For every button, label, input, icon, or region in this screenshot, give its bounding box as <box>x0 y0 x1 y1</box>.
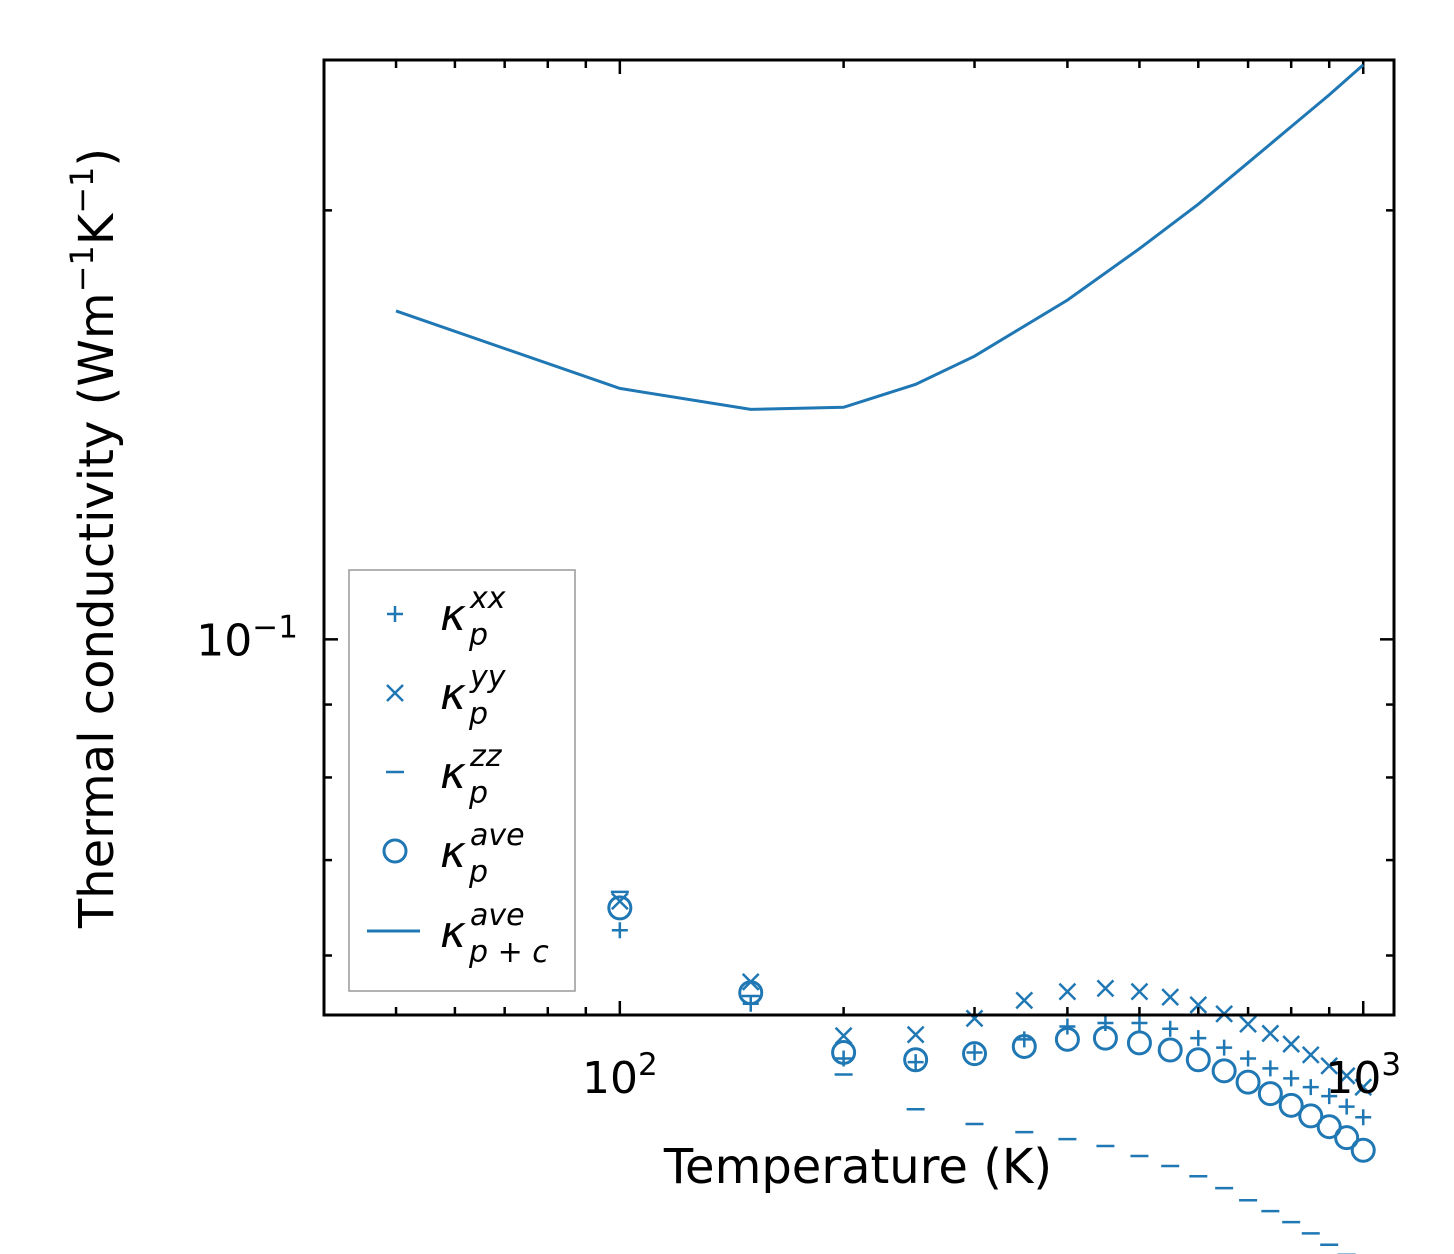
plus-marker <box>1216 1039 1233 1056</box>
legend-label-base: κ <box>440 669 466 720</box>
legend-label-base: κ <box>440 748 466 799</box>
tick-labels: 102 103 10−1 <box>196 609 1401 1104</box>
circle-marker <box>607 895 633 921</box>
circle-marker <box>1278 1092 1304 1118</box>
plus-marker <box>1355 1109 1372 1126</box>
legend-label-sup: xx <box>469 581 506 616</box>
x-marker <box>1320 1056 1339 1075</box>
circle-marker <box>1157 1037 1183 1063</box>
legend-item: κ xxp <box>387 581 506 653</box>
plus-marker <box>387 606 403 622</box>
x-marker <box>1337 1066 1356 1085</box>
plus-marker <box>1059 1018 1076 1035</box>
plus-marker <box>1240 1050 1257 1067</box>
x-marker <box>1058 982 1077 1001</box>
plus-marker <box>1338 1098 1355 1115</box>
plus-marker <box>611 922 628 939</box>
circle-marker <box>1298 1103 1324 1129</box>
y-tick-label: 10−1 <box>196 609 298 666</box>
plus-marker <box>1162 1020 1179 1037</box>
x-marker <box>1189 995 1208 1014</box>
legend-label-sub: p <box>468 855 488 890</box>
legend-label-sub: p <box>468 618 488 653</box>
circle-marker <box>1350 1137 1376 1163</box>
circle-marker <box>962 1041 988 1067</box>
plus-marker <box>1302 1079 1319 1096</box>
plus-marker <box>907 1054 924 1071</box>
plus-marker <box>1131 1015 1148 1031</box>
x-marker <box>906 1025 925 1044</box>
x-marker <box>1301 1045 1320 1064</box>
y-axis-title-suffix: ) <box>69 148 125 167</box>
circle-marker <box>382 838 408 864</box>
x-axis-title: Temperature (K) <box>663 1139 1052 1195</box>
y-axis-title-exp1: −1 <box>63 245 101 292</box>
x-marker <box>1161 988 1180 1006</box>
circle-marker <box>738 980 764 1006</box>
legend-label-sub: p + c <box>468 935 549 970</box>
legend-label-base: κ <box>440 590 466 641</box>
plus-marker <box>1262 1060 1279 1077</box>
series-line <box>395 63 1365 411</box>
legend-label-base: κ <box>440 827 466 878</box>
circle-marker <box>1211 1058 1237 1084</box>
legend-item: κ yyp <box>386 660 507 732</box>
plus-marker <box>966 1044 983 1061</box>
legend-item: κ zzp <box>386 739 503 811</box>
x-tick-label: 102 <box>582 1047 658 1104</box>
legend-label-sup: yy <box>469 660 507 695</box>
plus-marker <box>1321 1088 1338 1105</box>
x-marker <box>1130 982 1149 1001</box>
plus-marker <box>1016 1031 1033 1048</box>
y-axis-title: Thermal conductivity (Wm−1K−1) <box>63 148 125 929</box>
legend-label-sub: p <box>468 697 488 732</box>
x-marker <box>834 1026 853 1045</box>
y-axis-title-exp2: −1 <box>63 167 101 214</box>
plus-marker <box>1283 1070 1300 1087</box>
legend-label-sub: p <box>468 776 488 811</box>
plus-marker <box>1190 1030 1207 1047</box>
x-marker <box>610 892 629 911</box>
circle-marker <box>1185 1047 1211 1073</box>
circle-marker <box>1257 1081 1283 1107</box>
series-line <box>395 63 1365 411</box>
x-marker <box>1261 1024 1280 1043</box>
legend-label-sup: ave <box>470 818 525 853</box>
legend-label-sup: ave <box>470 898 525 933</box>
circle-marker <box>1126 1030 1152 1056</box>
y-axis-title-prefix: Thermal conductivity (Wm <box>69 292 125 929</box>
circle-marker <box>1011 1033 1037 1059</box>
series-hline <box>387 638 1356 1254</box>
y-axis-title-mid: K <box>69 212 125 245</box>
x-marker <box>386 684 404 702</box>
circle-marker <box>1235 1069 1261 1095</box>
x-marker <box>1354 1078 1373 1097</box>
x-marker <box>1239 1015 1257 1034</box>
legend-frame <box>348 569 576 992</box>
circle-marker <box>1054 1026 1080 1052</box>
circle-marker <box>1334 1125 1360 1151</box>
legend-label-base: κ <box>440 907 466 958</box>
x-marker <box>1015 991 1034 1010</box>
legend-label-sup: zz <box>469 739 503 774</box>
x-tick-label: 103 <box>1325 1047 1401 1104</box>
circle-marker <box>1316 1114 1342 1140</box>
plot-frame <box>322 58 1396 1017</box>
x-marker <box>1282 1035 1301 1053</box>
circle-marker <box>1092 1025 1118 1051</box>
x-marker <box>965 1009 984 1028</box>
circle-marker <box>831 1039 857 1065</box>
x-marker <box>1096 979 1115 998</box>
circle-marker <box>903 1047 929 1073</box>
